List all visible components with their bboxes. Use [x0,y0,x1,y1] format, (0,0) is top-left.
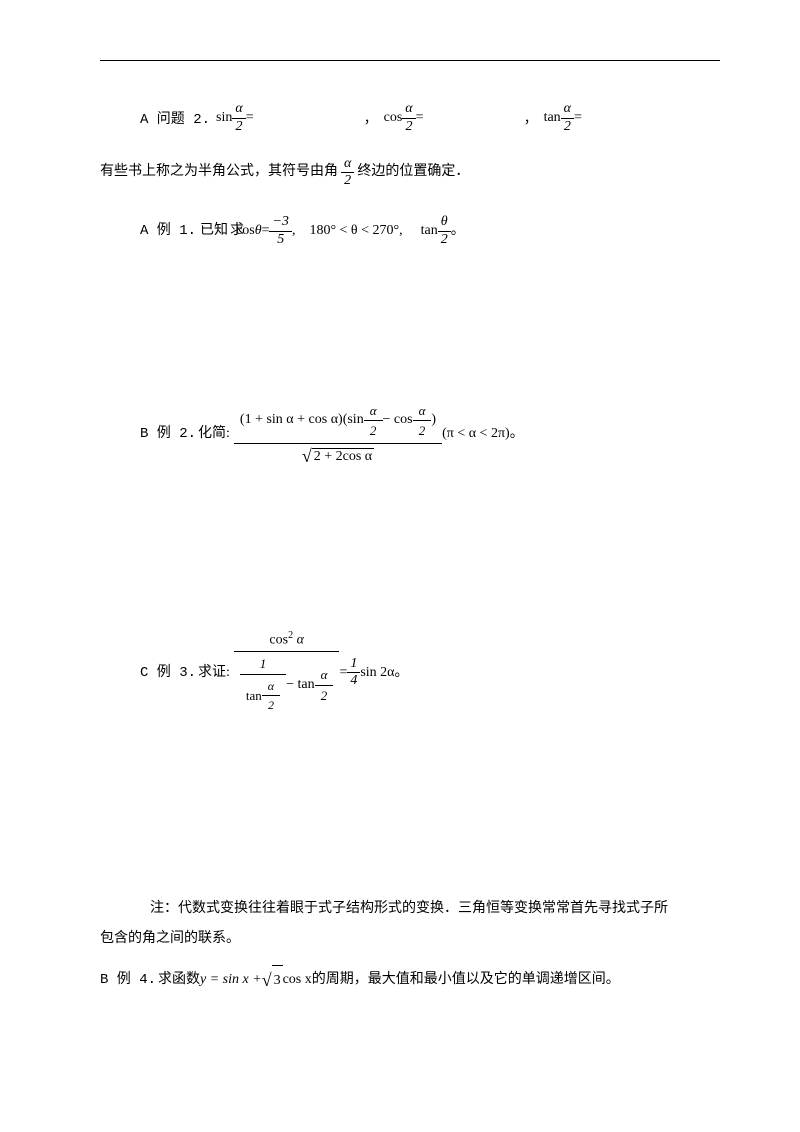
example-2-fraction: (1 + sin α + cos α)(sin α 2 − cos α 2 ) … [234,399,442,470]
page: A 问题 2. sin α2 = ， cos α2 = ， tan α2 = 有… [0,0,800,1058]
half-angle-note: 有些书上称之为半角公式，其符号由角 α 2 终边的位置确定． [100,156,720,191]
q2-sin: sin α2 = [216,101,254,136]
q2-tan: tan α2 = [544,101,582,136]
note-line-1: 注：代数式变换往往着眼于式子结构形式的变换．三角恒等变换常常首先寻找式子所 [150,896,720,921]
example-3-lhs: cos2 α 1 tan α 2 [234,628,340,719]
question-2-row: A 问题 2. sin α2 = ， cos α2 = ， tan α2 = [140,101,720,136]
example-3-label: C 例 3. [140,658,196,689]
example-4-label: B 例 4. [100,965,156,996]
header-rule [100,60,720,61]
example-2-label: B 例 2. [140,419,196,450]
question-2-label: A 问题 2. [140,108,210,128]
spacer [100,736,720,876]
note-line-2: 包含的角之间的联系。 [100,926,720,951]
example-1-label: A 例 1. [140,216,196,247]
example-4: B 例 4. 求函数 y = sin x + √3 cos x 的周期，最大值和… [100,961,720,1001]
q2-cos: cos α2 = [384,101,424,136]
example-3: C 例 3. 求证: cos2 α 1 tan α [140,628,720,719]
spacer [100,488,720,628]
example-2: B 例 2. 化简: (1 + sin α + cos α)(sin α 2 −… [140,399,720,470]
spacer [100,876,720,896]
example-1: A 例 1. 已知 求 cos θ = −3 5 , 180° < θ < 27… [140,214,720,249]
spacer [100,259,720,399]
